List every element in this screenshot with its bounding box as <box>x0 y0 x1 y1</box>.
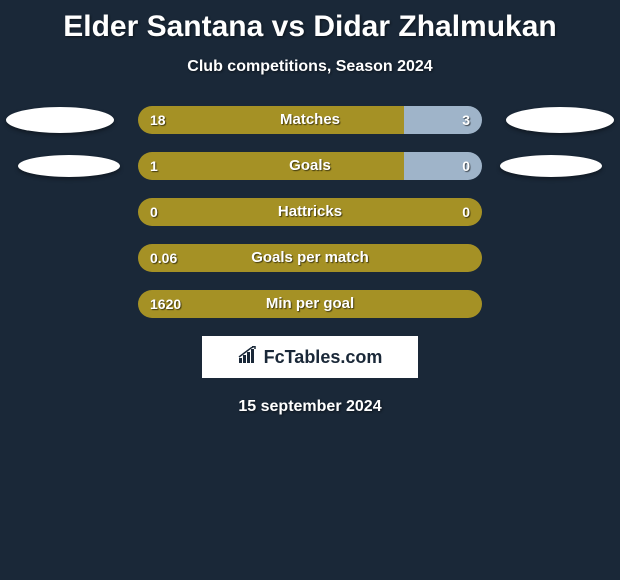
page-title: Elder Santana vs Didar Zhalmukan <box>0 0 620 44</box>
stat-row: 1620Min per goal <box>0 290 620 318</box>
logo: FcTables.com <box>238 346 383 369</box>
value-player1: 0.06 <box>150 244 177 272</box>
bar-player1 <box>138 198 482 226</box>
date-label: 15 september 2024 <box>0 398 620 416</box>
value-player1: 18 <box>150 106 166 134</box>
avatar-placeholder-player2 <box>500 155 602 177</box>
stat-row: 0.06Goals per match <box>0 244 620 272</box>
logo-box: FcTables.com <box>202 336 418 378</box>
value-player2: 0 <box>462 152 470 180</box>
subtitle: Club competitions, Season 2024 <box>0 58 620 76</box>
bar-player1 <box>138 244 482 272</box>
avatar-placeholder-player1 <box>18 155 120 177</box>
value-player2: 0 <box>462 198 470 226</box>
bar-player2 <box>404 106 482 134</box>
value-player1: 1620 <box>150 290 181 318</box>
value-player2: 3 <box>462 106 470 134</box>
bar-track <box>138 244 482 272</box>
bar-track <box>138 198 482 226</box>
bar-player1 <box>138 290 482 318</box>
chart-bars-icon <box>238 346 260 369</box>
bar-player2 <box>404 152 482 180</box>
value-player1: 1 <box>150 152 158 180</box>
bar-track <box>138 290 482 318</box>
bar-player1 <box>138 152 404 180</box>
bar-player1 <box>138 106 404 134</box>
comparison-chart: 183Matches10Goals00Hattricks0.06Goals pe… <box>0 106 620 318</box>
value-player1: 0 <box>150 198 158 226</box>
logo-text: FcTables.com <box>264 347 383 368</box>
bar-track <box>138 152 482 180</box>
avatar-placeholder-player2 <box>506 107 614 133</box>
avatar-placeholder-player1 <box>6 107 114 133</box>
stat-row: 00Hattricks <box>0 198 620 226</box>
bar-track <box>138 106 482 134</box>
